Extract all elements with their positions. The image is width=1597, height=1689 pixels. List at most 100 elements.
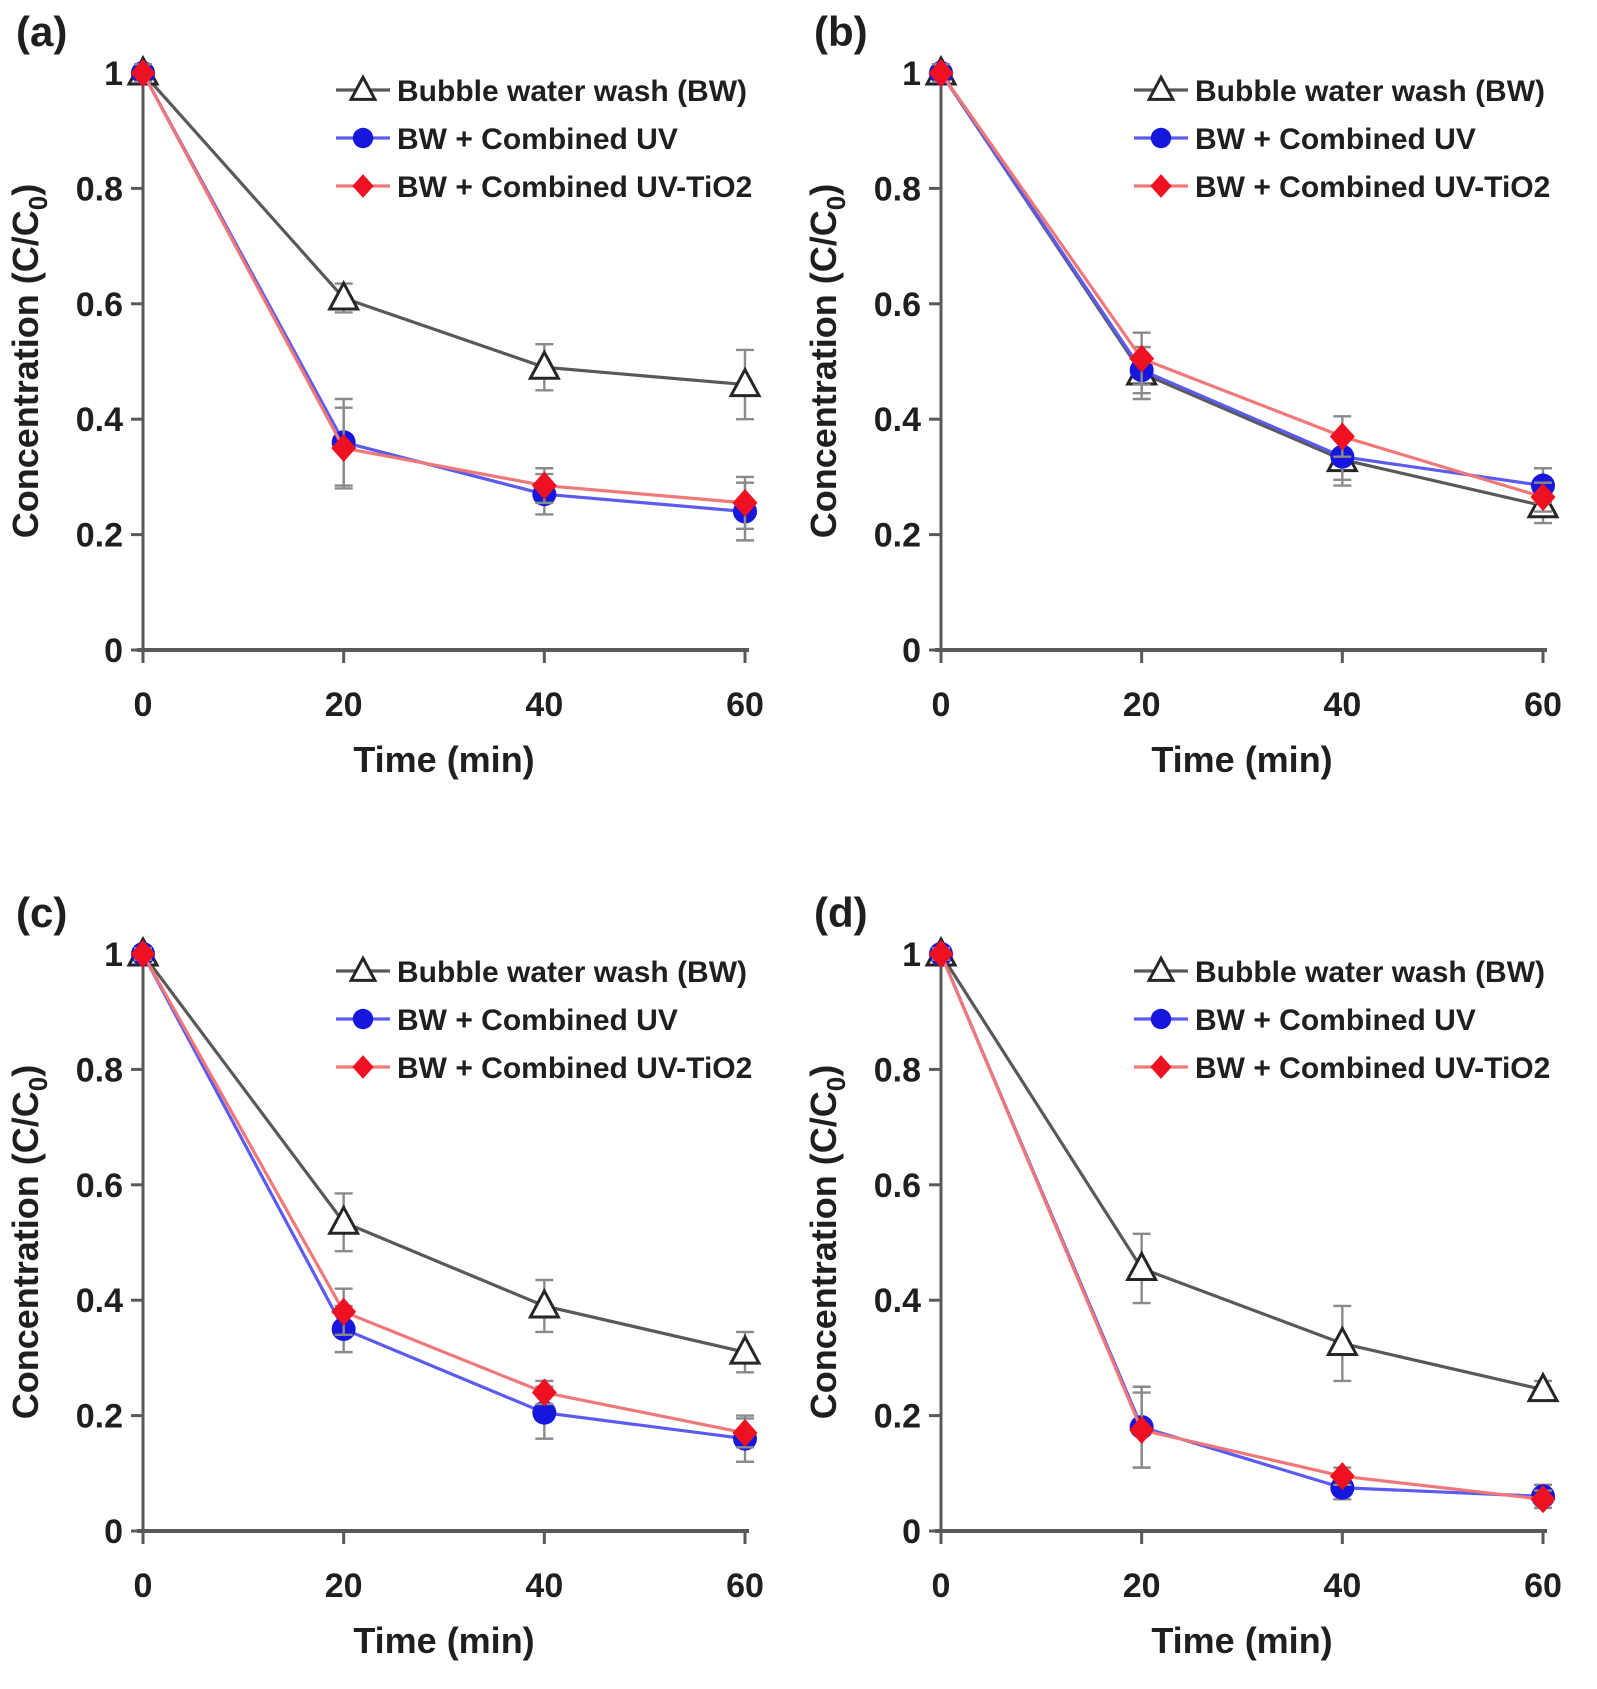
y-axis-label: Concentration (C/C0) [5,184,53,538]
x-axis-label: Time (min) [1151,1620,1332,1661]
panel-d: (d) 0 0.2 0.4 0.6 0.8 1 0 20 40 60 Time (min) Concen… [798,845,1597,1689]
marker-triangle [1526,1371,1560,1403]
marker-diamond [1129,344,1155,373]
legend-item-bw-combined-uv: BW + Combined UV [1134,123,1476,156]
series-line [141,71,746,387]
x-tick-label: 20 [1123,1567,1161,1605]
x-axis-label: Time (min) [353,739,534,780]
marker-diamond [130,59,156,87]
marker-diamond [352,174,374,198]
legend-label: BW + Combined UV [1195,1004,1476,1037]
marker-diamond [1150,174,1172,198]
marker-diamond [531,471,557,500]
legend: Bubble water wash (BW) BW + Combined UV BW… [1134,955,1550,1085]
y-tick-label: 0.8 [76,170,123,208]
legend: Bubble water wash (BW) BW + Combined UV BW… [336,955,752,1085]
legend-label: BW + Combined UV-TiO2 [1195,1052,1550,1085]
marker-diamond [928,59,954,87]
marker-diamond [1530,1485,1556,1514]
legend-item-bw-combined-uv-tio2: BW + Combined UV-TiO2 [336,171,752,204]
marker-triangle [527,1287,561,1319]
series-bw-combined-uv-tio2 [928,59,1556,513]
legend-item-bw-combined-uv: BW + Combined UV [336,1004,678,1037]
series-bw-combined-uv-tio2 [130,940,758,1449]
y-tick-label: 0 [902,1513,921,1551]
y-tick-label: 1 [902,936,921,974]
marker-diamond [531,1378,557,1407]
marker-diamond [1329,422,1355,451]
x-tick-label: 20 [325,1567,363,1605]
legend-item-bw-combined-uv: BW + Combined UV [1134,1004,1476,1037]
chart-panel-d: (d) 0 0.2 0.4 0.6 0.8 1 0 20 40 60 Time (min) Concen… [803,889,1562,1661]
y-tick-label: 0.2 [874,1398,921,1436]
marker-diamond [331,434,357,463]
marker-circle [1150,1008,1172,1030]
x-tick-label: 20 [325,686,363,724]
legend-label: BW + Combined UV [1195,123,1476,156]
series-line [939,953,1544,1501]
x-tick-label: 60 [726,1567,764,1605]
marker-diamond [1329,1462,1355,1491]
series-line [141,72,746,505]
legend-label: BW + Combined UV-TiO2 [397,171,752,204]
panel-label: (a) [16,8,67,55]
legend: Bubble water wash (BW) BW + Combined UV BW… [1134,74,1550,204]
x-tick-label: 0 [932,686,951,724]
series-bw-combined-uv-tio2 [928,940,1556,1514]
marker-circle [1150,127,1172,149]
series-line [939,72,1544,499]
x-tick-label: 60 [1524,686,1562,724]
marker-diamond [352,1055,374,1079]
series-line [939,953,1544,1392]
y-tick-label: 0.6 [874,1167,921,1205]
series-line [141,953,746,1441]
legend-item-bw-combined-uv-tio2: BW + Combined UV-TiO2 [336,1052,752,1085]
chart-panel-a: (a) 0 0.2 0.4 0.6 0.8 1 0 20 40 60 Time (min) Concen… [5,8,764,780]
x-tick-label: 0 [134,1567,153,1605]
y-tick-label: 0.4 [874,1282,921,1320]
marker-diamond [1129,1416,1155,1445]
panel-c: (c) 0 0.2 0.4 0.6 0.8 1 0 20 40 60 Time (min) Concen… [0,845,798,1689]
y-tick-label: 1 [902,55,921,93]
series-bubble-water-wash-bw [126,54,762,421]
panel-label: (b) [814,8,868,55]
legend-label: BW + Combined UV [397,123,678,156]
y-tick-label: 0 [104,632,123,670]
x-tick-label: 0 [134,686,153,724]
legend-label: BW + Combined UV-TiO2 [397,1052,752,1085]
x-tick-label: 40 [525,686,563,724]
marker-triangle [327,279,361,311]
x-tick-label: 40 [1323,686,1361,724]
legend-item-bw-combined-uv-tio2: BW + Combined UV-TiO2 [1134,171,1550,204]
marker-diamond [732,488,758,517]
y-tick-label: 0.8 [874,1051,921,1089]
y-tick-label: 0.2 [874,517,921,555]
marker-circle [352,1008,374,1030]
marker-triangle [1146,955,1176,982]
legend-item-bubble-water-wash-bw: Bubble water wash (BW) [336,955,747,989]
marker-triangle [1125,1250,1159,1281]
marker-triangle [527,349,561,380]
panel-b: (b) 0 0.2 0.4 0.6 0.8 1 0 20 40 60 Time (min) Concen… [798,0,1597,845]
marker-diamond [130,940,156,968]
y-tick-label: 1 [104,55,123,93]
y-tick-label: 0.8 [874,170,921,208]
y-axis-label: Concentration (C/C0) [803,1065,851,1419]
panel-a: (a) 0 0.2 0.4 0.6 0.8 1 0 20 40 60 Time (min) Concen… [0,0,798,845]
legend-label: BW + Combined UV [397,1004,678,1037]
marker-triangle [1146,74,1176,101]
legend-item-bubble-water-wash-bw: Bubble water wash (BW) [1134,74,1545,108]
y-tick-label: 0 [902,632,921,670]
marker-diamond [732,1418,758,1447]
legend-item-bw-combined-uv-tio2: BW + Combined UV-TiO2 [1134,1052,1550,1085]
y-tick-label: 0.4 [76,401,123,439]
series-line [141,953,746,1354]
legend: Bubble water wash (BW) BW + Combined UV BW… [336,74,752,204]
legend-item-bubble-water-wash-bw: Bubble water wash (BW) [1134,955,1545,989]
y-tick-label: 0.6 [874,286,921,324]
series-line [939,72,1544,488]
x-axis-label: Time (min) [353,1620,534,1661]
marker-triangle [327,1204,361,1235]
y-tick-label: 0.4 [76,1282,123,1320]
legend-label: BW + Combined UV-TiO2 [1195,171,1550,204]
